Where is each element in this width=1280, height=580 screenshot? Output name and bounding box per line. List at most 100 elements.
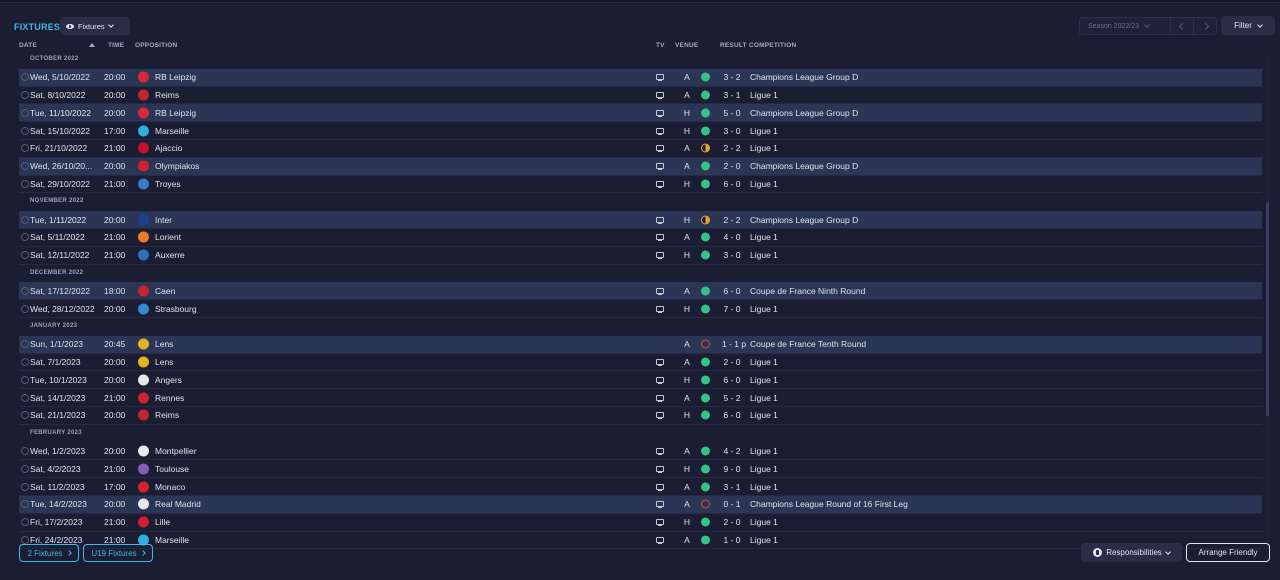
competition-link[interactable]: Coupe de France Ninth Round xyxy=(750,285,866,296)
fixture-row[interactable]: Fri, 21/10/2022 21:00 Ajaccio A 2 - 2 Ligue 1 xyxy=(19,140,1262,158)
fixture-row[interactable]: Tue, 11/10/2022 20:00 RB Leipzig H 5 - 0 Cham… xyxy=(19,104,1262,123)
opposition-link[interactable]: Monaco xyxy=(155,481,186,492)
fixtures-view-dropdown[interactable]: Fixtures xyxy=(60,17,130,35)
opposition-link[interactable]: Reims xyxy=(155,89,180,100)
col-header-date[interactable]: DATE xyxy=(19,42,38,49)
arrange-friendly-button[interactable]: Arrange Friendly xyxy=(1186,543,1270,562)
fixture-score[interactable]: 3 - 1 xyxy=(723,481,741,492)
fixture-row[interactable]: Wed, 5/10/2022 20:00 RB Leipzig A 3 - 2 Champ… xyxy=(19,68,1262,87)
season-prev-button[interactable] xyxy=(1170,18,1193,34)
fixture-row[interactable]: Sat, 15/10/2022 17:00 Marseille H 3 - 0 Ligue… xyxy=(19,122,1262,140)
opposition-link[interactable]: Lens xyxy=(155,356,174,367)
fixture-score[interactable]: 6 - 0 xyxy=(723,374,741,385)
opposition-link[interactable]: Reims xyxy=(155,410,180,421)
fixture-row[interactable]: Wed, 26/10/20... 20:00 Olympiakos A 2 - 0 Cha… xyxy=(19,157,1262,176)
opposition-link[interactable]: Olympiakos xyxy=(155,161,200,172)
fixture-score[interactable]: 3 - 2 xyxy=(723,72,741,83)
fixture-row[interactable]: Sat, 21/1/2023 20:00 Reims H 6 - 0 Ligue 1 xyxy=(19,407,1262,425)
opposition-link[interactable]: Lille xyxy=(155,517,171,528)
fixture-row[interactable]: Fri, 17/2/2023 21:00 Lille H 2 - 0 Ligue 1 xyxy=(19,514,1262,532)
fixture-score[interactable]: 6 - 0 xyxy=(723,410,741,421)
opposition-link[interactable]: Marseille xyxy=(155,534,190,545)
fixture-row[interactable]: Sat, 29/10/2022 21:00 Troyes H 6 - 0 Ligue 1 xyxy=(19,176,1262,194)
season-selector[interactable]: Season 2022/23 xyxy=(1079,17,1217,35)
fixture-score[interactable]: 2 - 0 xyxy=(723,161,741,172)
competition-link[interactable]: Champions League Group D xyxy=(750,107,859,118)
competition-link[interactable]: Ligue 1 xyxy=(750,356,778,367)
fixture-score[interactable]: 3 - 1 xyxy=(723,89,741,100)
fixture-score[interactable]: 6 - 0 xyxy=(723,285,741,296)
competition-link[interactable]: Champions League Group D xyxy=(750,214,859,225)
season-dropdown[interactable]: Season 2022/23 xyxy=(1080,22,1170,30)
competition-link[interactable]: Coupe de France Tenth Round xyxy=(750,339,867,350)
opposition-link[interactable]: RB Leipzig xyxy=(155,107,197,118)
col-header-venue[interactable]: VENUE xyxy=(675,42,699,49)
fixture-score[interactable]: 5 - 2 xyxy=(723,392,741,403)
fixture-score[interactable]: 5 - 0 xyxy=(723,107,741,118)
fixture-row[interactable]: Sat, 4/2/2023 21:00 Toulouse H 9 - 0 Ligue 1 xyxy=(19,460,1262,479)
fixture-score[interactable]: 9 - 0 xyxy=(723,463,741,474)
opposition-link[interactable]: Marseille xyxy=(155,125,190,136)
fixture-row[interactable]: Sat, 11/2/2023 17:00 Monaco A 3 - 1 Ligue 1 xyxy=(19,478,1262,496)
filter-button[interactable]: Filter xyxy=(1221,16,1275,35)
competition-link[interactable]: Ligue 1 xyxy=(750,89,778,100)
competition-link[interactable]: Ligue 1 xyxy=(750,303,778,314)
fixture-score[interactable]: 7 - 0 xyxy=(723,303,741,314)
fixture-score[interactable]: 2 - 0 xyxy=(723,356,741,367)
fixture-score[interactable]: 4 - 0 xyxy=(723,232,741,243)
competition-link[interactable]: Ligue 1 xyxy=(750,374,778,385)
competition-link[interactable]: Champions League Group D xyxy=(750,72,859,83)
competition-link[interactable]: Ligue 1 xyxy=(750,481,778,492)
fixture-row[interactable]: Wed, 1/2/2023 20:00 Montpellier A 4 - 2 Ligue… xyxy=(19,443,1262,461)
opposition-link[interactable]: Auxerre xyxy=(155,250,185,261)
opposition-link[interactable]: Angers xyxy=(155,374,182,385)
competition-link[interactable]: Champions League Group D xyxy=(750,161,859,172)
fixture-row[interactable]: Sat, 17/12/2022 18:00 Caen A 6 - 0 Coupe de F… xyxy=(19,282,1262,301)
opposition-link[interactable]: Ajaccio xyxy=(155,143,183,154)
fixture-score[interactable]: 1 - 1 p xyxy=(722,339,747,350)
fixture-row[interactable]: Sat, 8/10/2022 20:00 Reims A 3 - 1 Ligue 1 xyxy=(19,87,1262,105)
fixture-score[interactable]: 2 - 2 xyxy=(723,214,741,225)
competition-link[interactable]: Ligue 1 xyxy=(750,517,778,528)
competition-link[interactable]: Ligue 1 xyxy=(750,534,778,545)
fixture-row[interactable]: Tue, 14/2/2023 20:00 Real Madrid A 0 - 1 Cham… xyxy=(19,495,1262,514)
competition-link[interactable]: Ligue 1 xyxy=(750,143,778,154)
competition-link[interactable]: Ligue 1 xyxy=(750,178,778,189)
fixture-score[interactable]: 6 - 0 xyxy=(723,178,741,189)
fixture-score[interactable]: 3 - 0 xyxy=(723,125,741,136)
fixture-row[interactable]: Wed, 28/12/2022 20:00 Strasbourg H 7 - 0 Ligu… xyxy=(19,300,1262,318)
col-header-tv[interactable]: TV xyxy=(656,42,665,49)
fixture-row[interactable]: Sat, 12/11/2022 21:00 Auxerre H 3 - 0 Ligue 1 xyxy=(19,247,1262,265)
opposition-link[interactable]: Rennes xyxy=(155,392,185,403)
fixture-row[interactable]: Sun, 1/1/2023 20:45 Lens A 1 - 1 p Coupe de F… xyxy=(19,335,1262,354)
opposition-link[interactable]: Caen xyxy=(155,285,176,296)
fixture-score[interactable]: 4 - 2 xyxy=(723,445,741,456)
competition-link[interactable]: Champions League Round of 16 First Leg xyxy=(750,499,908,510)
opposition-link[interactable]: Toulouse xyxy=(155,463,190,474)
fixture-score[interactable]: 1 - 0 xyxy=(723,534,741,545)
opposition-link[interactable]: Inter xyxy=(155,214,173,225)
fixture-row[interactable]: Sat, 5/11/2022 21:00 Lorient A 4 - 0 Ligue 1 xyxy=(19,229,1262,247)
competition-link[interactable]: Ligue 1 xyxy=(750,392,778,403)
opposition-link[interactable]: RB Leipzig xyxy=(155,72,197,83)
opposition-link[interactable]: Strasbourg xyxy=(155,303,197,314)
fixture-score[interactable]: 0 - 1 xyxy=(723,499,741,510)
opposition-link[interactable]: Montpellier xyxy=(155,445,197,456)
fixture-score[interactable]: 3 - 0 xyxy=(723,250,741,261)
competition-link[interactable]: Ligue 1 xyxy=(750,463,778,474)
fixture-row[interactable]: Tue, 10/1/2023 20:00 Angers H 6 - 0 Ligue 1 xyxy=(19,371,1262,390)
fixtures-count-button[interactable]: 2 Fixtures xyxy=(19,544,79,562)
season-next-button[interactable] xyxy=(1193,18,1216,34)
competition-link[interactable]: Ligue 1 xyxy=(750,125,778,136)
fixture-score[interactable]: 2 - 0 xyxy=(723,517,741,528)
opposition-link[interactable]: Lorient xyxy=(155,232,181,243)
opposition-link[interactable]: Lens xyxy=(155,339,174,350)
competition-link[interactable]: Ligue 1 xyxy=(750,410,778,421)
u19-fixtures-button[interactable]: U19 Fixtures xyxy=(83,544,153,562)
col-header-opposition[interactable]: OPPOSITION xyxy=(135,42,178,49)
competition-link[interactable]: Ligue 1 xyxy=(750,232,778,243)
col-header-competition[interactable]: COMPETITION xyxy=(749,42,797,49)
responsibilities-button[interactable]: Responsibilities xyxy=(1081,543,1182,562)
competition-link[interactable]: Ligue 1 xyxy=(750,445,778,456)
fixture-score[interactable]: 2 - 2 xyxy=(723,143,741,154)
